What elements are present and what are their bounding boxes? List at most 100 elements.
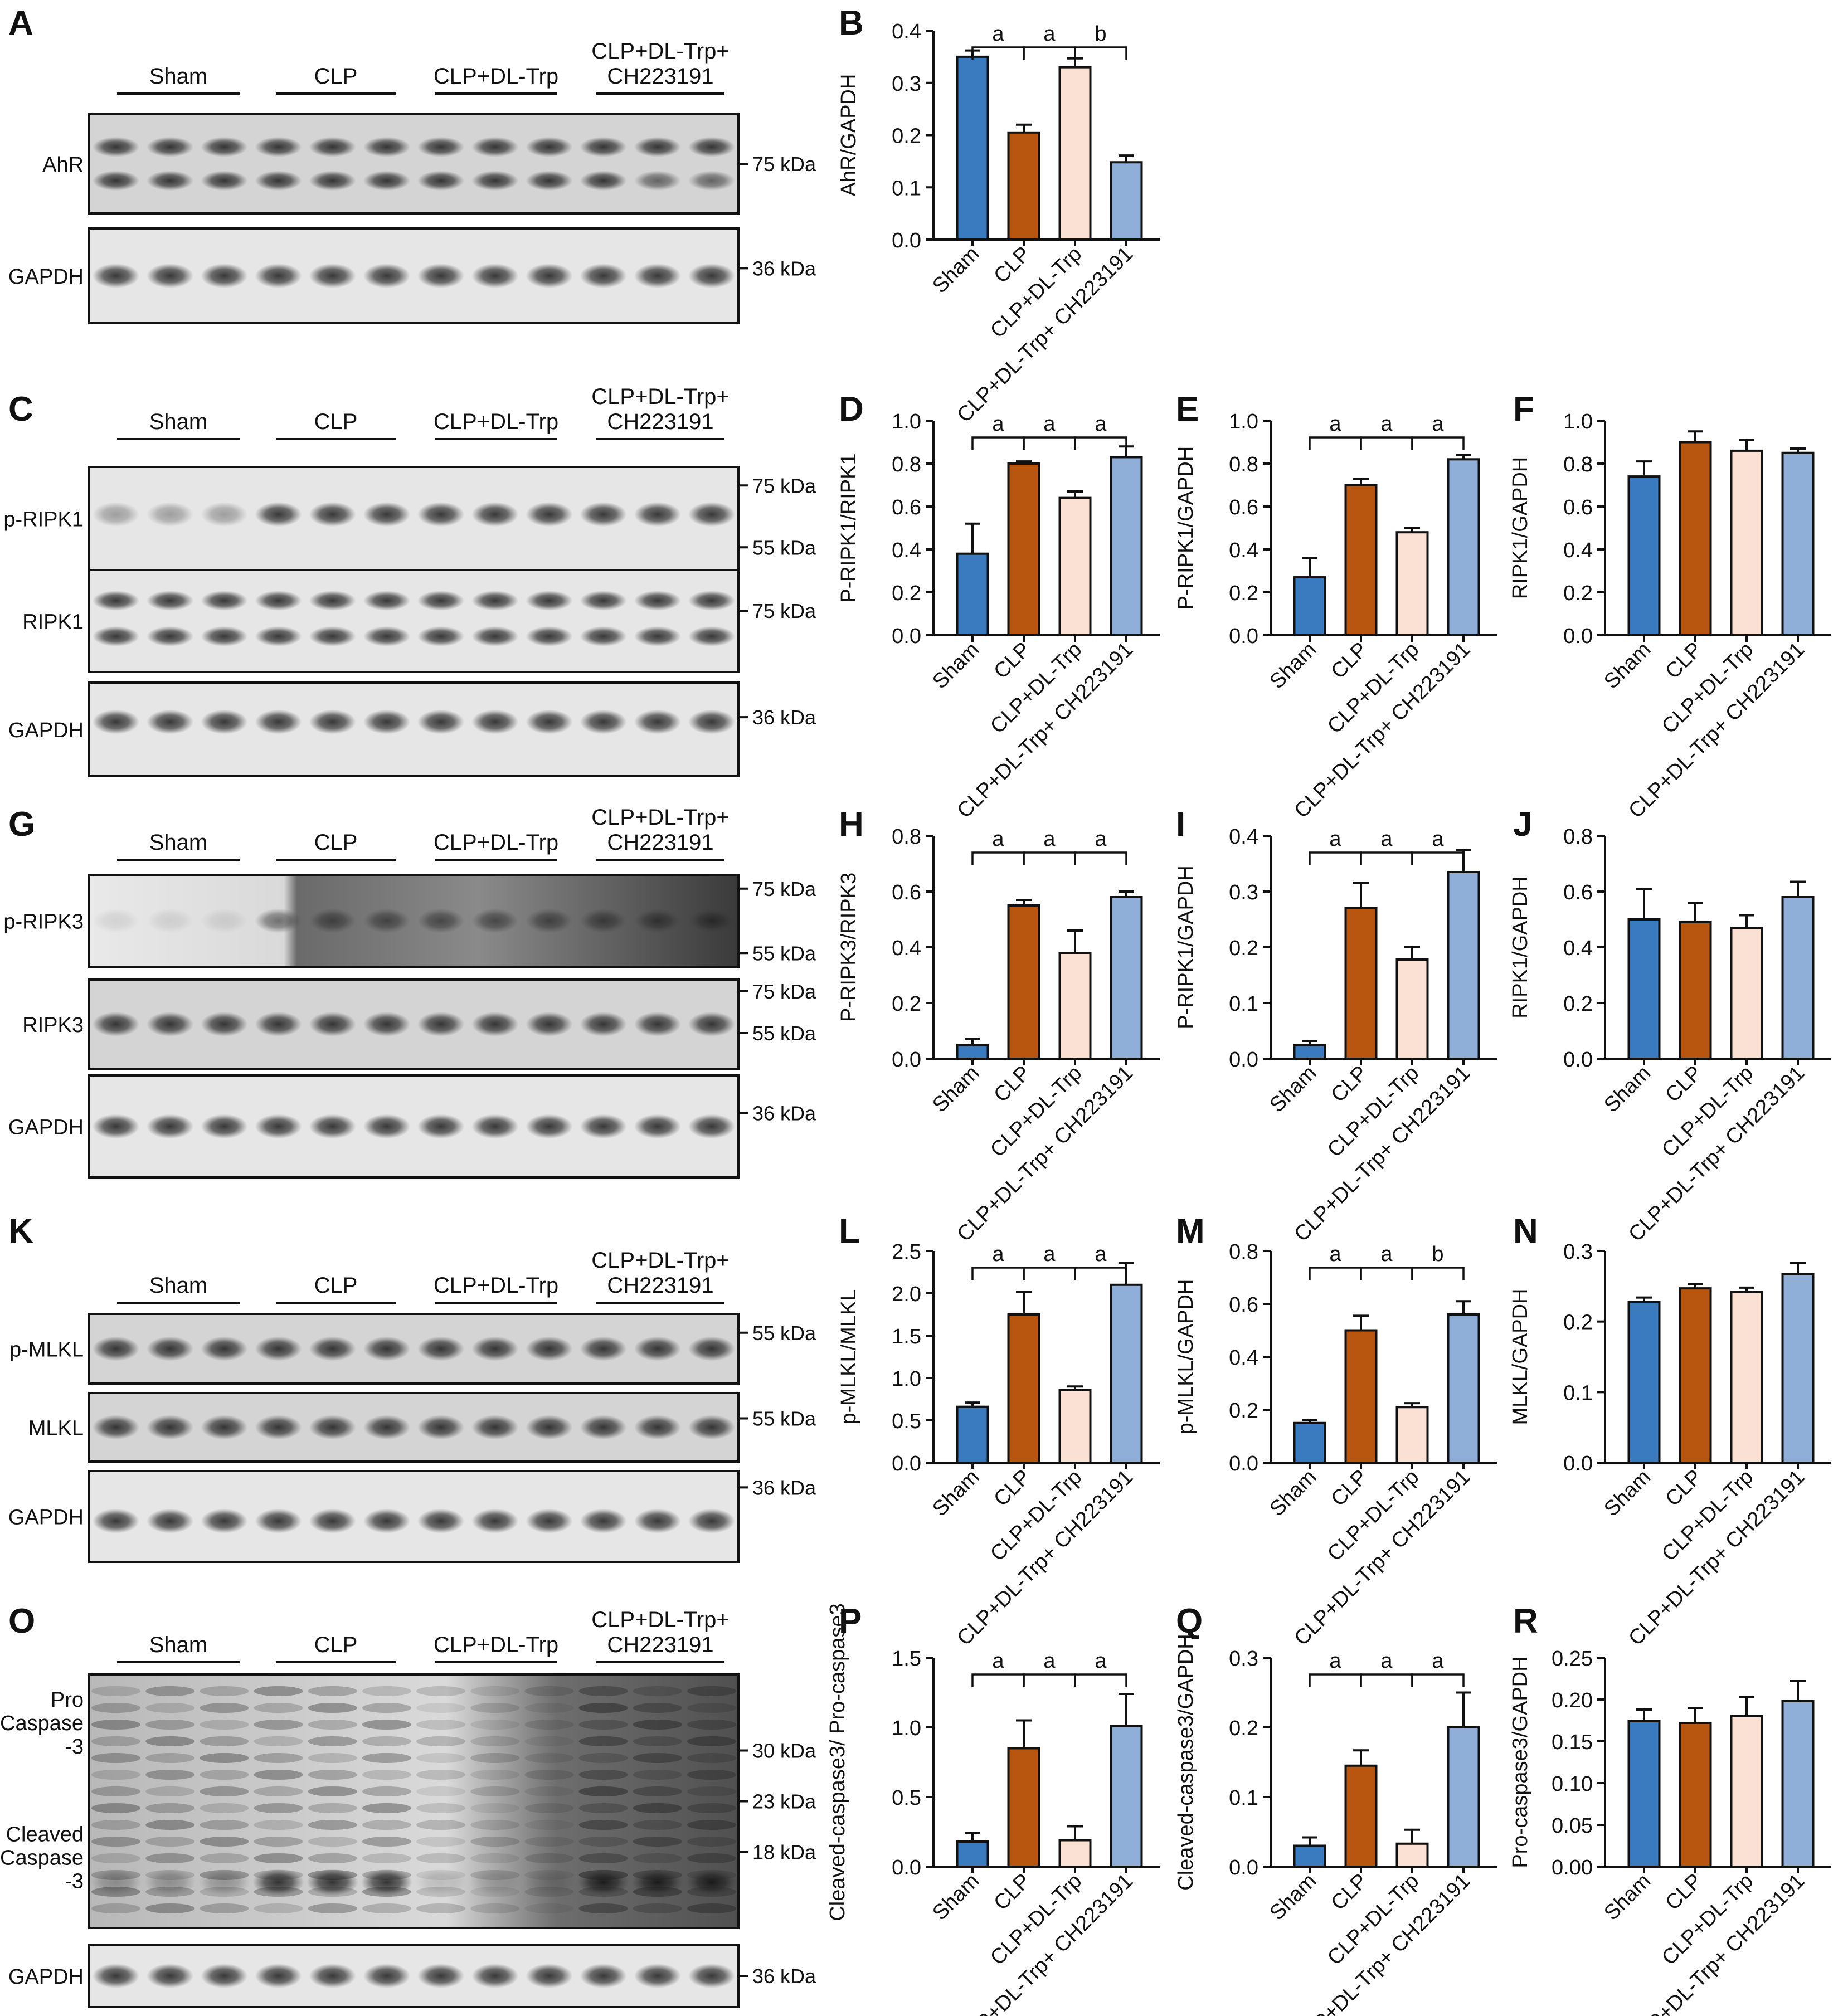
blot-band [471,137,519,157]
blot-band [363,626,410,646]
blot-band [687,1903,736,1913]
blot-band [633,1803,682,1813]
blot-band [633,1686,682,1696]
blot-band [147,709,194,734]
blot-band [200,1753,249,1763]
x-tick-label: Sham [1599,1465,1655,1521]
bar-clp [1344,907,1378,1060]
blot-band [363,1508,410,1533]
blot-membrane [88,1470,740,1563]
y-tick-label: 0.1 [1229,1786,1258,1810]
blot-band [93,1964,139,1988]
bar-clp-dl-trp-ch223191 [1781,451,1815,636]
panel-letter-b: B [839,4,864,42]
bar-clp-dl-trp-ch223191 [1781,896,1815,1060]
blot-band [416,1686,466,1696]
y-axis-label: P-RIPK1/RIPK1 [837,453,860,602]
blot-band [362,1903,411,1913]
blot-group-label: CH223191 [607,64,713,89]
blot-band [523,1869,575,1896]
blot-band [91,1770,140,1780]
blot-membrane [88,569,740,673]
blot-group-label: CLP+DL-Trp+ [591,384,730,409]
y-tick-label: 0.2 [892,125,921,148]
significance-bracket [971,1267,1025,1280]
blot-band [363,171,410,191]
y-axis-label: RIPK1/GAPDH [1509,876,1532,1019]
blot-band [93,590,139,611]
blot-band [633,1837,682,1847]
blot-band [254,1703,303,1713]
blot-band [91,1736,140,1746]
significance-bracket [1074,1267,1127,1280]
y-tick-label: 0.2 [1229,582,1258,605]
bar-sham [1293,1844,1326,1868]
blot-band [634,1336,681,1361]
blot-band [524,1903,574,1913]
blot-band [417,1114,465,1139]
blot-band [526,1964,573,1988]
blot-band [633,1820,682,1830]
blot-band [145,1837,195,1847]
significance-mark: a [1043,22,1056,46]
blot-band [362,1820,411,1830]
blot-group-label: CH223191 [607,830,713,855]
marker-label: 23 kDa [752,1790,816,1813]
blot-band [255,1508,302,1533]
bar-sham [1627,1720,1661,1868]
blot-band [363,908,410,933]
panel-letter-d: D [839,390,864,428]
blot-group-label: Sham [149,410,208,434]
y-tick-label: 1.0 [892,1717,921,1740]
significance-mark: a [1380,1649,1393,1673]
panel-letter-p: P [839,1602,862,1640]
blot-band [200,1837,249,1847]
blot-band [255,590,302,611]
significance-bracket [1411,851,1465,865]
blot-band [309,709,356,734]
blot-group-label: CH223191 [607,1633,713,1657]
blot-band [687,1853,736,1863]
blot-band [255,264,302,288]
blot-band [145,1736,195,1746]
y-tick-label: 0.8 [1229,1240,1258,1264]
blot-band [252,1869,304,1896]
blot-band [145,1820,195,1830]
band-label: MLKL [28,1417,84,1440]
blot-band [416,1703,466,1713]
marker-label: 75 kDa [752,153,816,176]
blot-band [688,626,735,646]
band-label: RIPK3 [22,1014,84,1037]
significance-bracket [1023,851,1076,865]
blot-band [687,1820,736,1830]
y-tick-label: 0.2 [892,582,921,605]
blot-band [147,626,194,646]
blot-group-label: CLP [314,1633,358,1657]
significance-bracket [1360,1267,1413,1280]
blot-band [93,709,139,734]
blot-membrane [88,681,740,777]
significance-mark: a [992,22,1004,46]
blot-band [580,1012,627,1036]
blot-band [201,908,248,933]
blot-band [254,1770,303,1780]
blot-band [201,1336,248,1361]
y-tick-label: 0.3 [1229,1647,1258,1671]
blot-band [201,171,248,191]
blot-band [633,1736,682,1746]
x-tick-label: CLP [1326,638,1372,684]
marker-label: 75 kDa [752,474,816,497]
y-tick-label: 0.4 [892,539,921,562]
blot-group-label: Sham [149,830,208,855]
x-tick-label: CLP [989,242,1035,288]
blot-band [687,1703,736,1713]
blot-membrane [88,1313,740,1385]
blot-group-label: CLP+DL-Trp+ [591,1248,730,1273]
bar-clp-dl-trp [1395,531,1429,637]
y-tick-label: 0.4 [892,20,921,43]
blot-band [90,1869,142,1896]
blot-band [201,626,248,646]
blot-band [93,908,139,933]
blot-band [634,137,681,157]
